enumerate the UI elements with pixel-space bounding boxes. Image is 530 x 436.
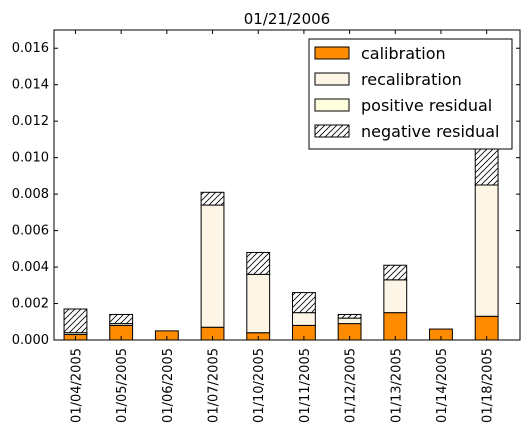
legend-label: positive residual xyxy=(361,96,492,115)
bar-recalibration xyxy=(291,312,316,326)
x-tick-label: 01/05/2005 xyxy=(115,348,130,423)
y-tick-label: 0.006 xyxy=(12,224,49,239)
bars-group xyxy=(63,146,499,341)
bar-negative-residual xyxy=(337,313,362,319)
bar-negative-residual xyxy=(63,308,88,334)
y-tick-label: 0.000 xyxy=(12,333,49,348)
x-tick-label: 01/12/2005 xyxy=(344,348,359,423)
y-tick-label: 0.012 xyxy=(12,114,49,129)
bar-recalibration xyxy=(383,279,408,314)
x-tick-label: 01/04/2005 xyxy=(69,348,84,423)
bar-recalibration xyxy=(246,273,271,334)
y-tick-label: 0.002 xyxy=(12,297,49,312)
bar-negative-residual xyxy=(291,292,316,314)
bar-negative-residual xyxy=(246,251,271,275)
y-tick-label: 0.004 xyxy=(12,260,49,275)
y-tick-label: 0.014 xyxy=(12,78,49,93)
legend-swatch xyxy=(314,98,350,112)
x-tick-label: 01/06/2005 xyxy=(161,348,176,423)
chart-title: 01/21/2006 xyxy=(244,10,330,28)
y-tick-label: 0.010 xyxy=(12,151,49,166)
y-axis: 0.000 0.002 0.004 0.006 0.008 0.010 0.012 0.014… xyxy=(12,41,520,348)
legend-label: recalibration xyxy=(361,70,462,89)
bar-negative-residual xyxy=(109,313,134,325)
legend-swatch xyxy=(314,124,350,138)
plot-frame xyxy=(53,29,521,341)
bar-negative-residual xyxy=(474,146,499,186)
x-tick-label: 01/07/2005 xyxy=(207,348,222,423)
x-tick-label: 01/14/2005 xyxy=(435,348,450,423)
legend-label: calibration xyxy=(361,44,446,63)
bar-recalibration xyxy=(337,317,362,325)
x-axis: 01/04/2005 01/05/2005 01/06/2005 01/07/2005… xyxy=(69,30,496,423)
x-tick-label: 01/13/2005 xyxy=(389,348,404,423)
bar-recalibration xyxy=(200,204,225,328)
legend-label: negative residual xyxy=(361,122,499,141)
bar-recalibration xyxy=(474,184,499,317)
bar-negative-residual xyxy=(383,264,408,281)
legend-swatch xyxy=(314,46,350,60)
x-tick-label: 01/18/2005 xyxy=(481,348,496,423)
bar-negative-residual xyxy=(200,191,225,206)
y-tick-label: 0.008 xyxy=(12,187,49,202)
x-tick-label: 01/11/2005 xyxy=(298,348,313,423)
x-tick-label: 01/10/2005 xyxy=(252,348,267,423)
y-tick-label: 0.016 xyxy=(12,41,49,56)
legend: calibration recalibration positive residua… xyxy=(308,38,513,150)
bar-calibration xyxy=(383,312,408,341)
legend-swatch xyxy=(314,72,350,86)
